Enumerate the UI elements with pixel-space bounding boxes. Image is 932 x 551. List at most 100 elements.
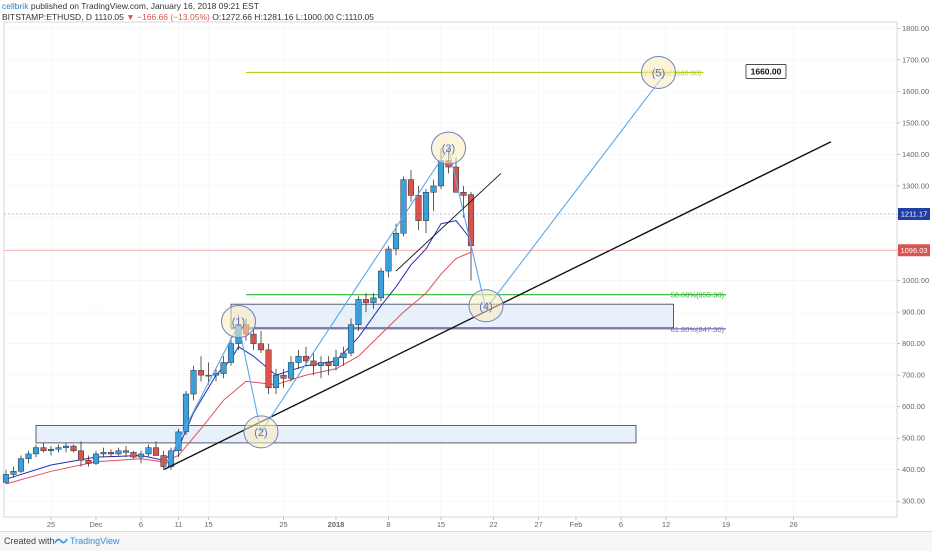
candle (130, 450, 137, 459)
candle-body (362, 299, 370, 303)
candle-body (40, 447, 47, 452)
candle (77, 441, 85, 467)
candle-body (152, 447, 160, 456)
x-tick-label: 15 (437, 520, 445, 529)
candle (197, 356, 205, 382)
y-tick-label: 700.00 (902, 371, 925, 380)
candle (32, 444, 40, 458)
candle-body (77, 450, 85, 461)
candle (332, 349, 340, 371)
price-chart[interactable]: 300.00 400.00 500.00 600.00 700.00 800.00 900.… (0, 0, 932, 531)
created-with-label: Created with (4, 536, 55, 546)
candle-body (122, 450, 130, 453)
price-badge (898, 208, 930, 221)
wave-circle (221, 305, 256, 339)
candle-body (377, 270, 385, 299)
x-tick-label: 2018 (328, 520, 345, 529)
author-name[interactable]: cellbrik (2, 1, 29, 11)
x-tick-label: 22 (489, 520, 497, 529)
candle-body (400, 179, 407, 234)
candle-body (250, 333, 257, 344)
candle (107, 449, 115, 458)
target-price-box (745, 64, 787, 79)
candle-body (460, 192, 467, 196)
x-tick-label: 26 (789, 520, 797, 529)
candle-body (115, 450, 122, 455)
candle-body (137, 453, 145, 458)
x-tick-label: 6 (139, 520, 143, 529)
candle (325, 356, 332, 376)
y-tick-label: 1300.00 (902, 181, 929, 190)
price-badge-label: 1211.17 (901, 210, 928, 219)
y-tick-label: 1700.00 (902, 55, 929, 64)
x-tick-label: 11 (175, 520, 183, 529)
candle (152, 441, 160, 456)
x-tick-label: 25 (279, 520, 287, 529)
fib-level-label: 61.80%(847.30) (671, 325, 725, 334)
candle-body (107, 452, 115, 455)
candle (265, 343, 272, 395)
support-zone (230, 303, 674, 329)
price-badge (898, 244, 930, 257)
candle-body (415, 195, 422, 221)
candle (430, 179, 437, 212)
candle-body (430, 185, 437, 193)
candle (317, 356, 325, 379)
candle (422, 189, 430, 234)
candle (205, 362, 212, 385)
y-tick-label: 1400.00 (902, 150, 929, 159)
candle (310, 353, 317, 376)
wave-circle (468, 289, 504, 323)
candle-body (340, 352, 347, 359)
candle (137, 450, 145, 464)
candle (362, 293, 370, 313)
y-tick-label: 600.00 (902, 402, 925, 411)
candle-body (347, 324, 355, 354)
candle (227, 337, 235, 366)
candle-body (160, 455, 167, 467)
candle-body (280, 374, 287, 379)
y-tick-label: 1000.00 (902, 276, 929, 285)
down-arrow-icon: ▼ (126, 12, 135, 22)
candle (295, 349, 302, 369)
candle-body (25, 453, 32, 459)
price-change: −166.66 (−13.05%) (137, 12, 210, 22)
candle (377, 267, 385, 302)
candle-body (32, 447, 40, 455)
candle (272, 368, 280, 395)
candle-body (182, 393, 190, 433)
candle-body (145, 447, 152, 455)
candle (407, 170, 415, 202)
tradingview-logo-icon (54, 538, 68, 544)
price-badge-label: 1096.03 (900, 246, 927, 255)
publish-info: published on TradingView.com, January 16… (30, 1, 259, 11)
y-tick-label: 800.00 (902, 339, 925, 348)
wave-label: (1) (232, 317, 245, 329)
candle-body (355, 299, 362, 325)
candle-body (407, 179, 415, 196)
candle-body (287, 362, 295, 379)
candle (370, 293, 377, 309)
candle-body (62, 445, 70, 448)
candle-body (325, 362, 332, 366)
candle (55, 444, 62, 453)
candle (355, 296, 362, 331)
candle (25, 450, 32, 464)
candle-body (190, 370, 197, 395)
candle (385, 245, 392, 278)
x-tick-label: Feb (570, 520, 583, 529)
candle-body (92, 453, 100, 464)
y-tick-label: 400.00 (902, 465, 925, 474)
candle (47, 446, 55, 456)
y-tick-label: 1800.00 (902, 24, 929, 33)
tradingview-brand-link[interactable]: TradingView (70, 536, 120, 546)
y-tick-label: 900.00 (902, 308, 925, 317)
candle-body (385, 248, 392, 272)
x-tick-label: 27 (534, 520, 542, 529)
channel-line (395, 173, 502, 272)
wave-circle (243, 415, 279, 449)
wave-circle (431, 131, 466, 165)
candle-body (272, 374, 280, 388)
candle-body (70, 445, 77, 452)
wave-label: (5) (652, 67, 665, 79)
